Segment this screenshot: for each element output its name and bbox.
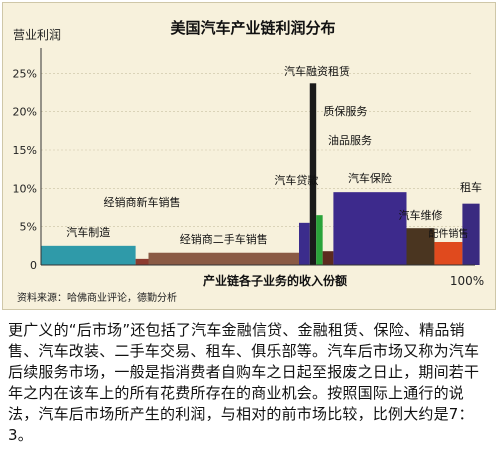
bar-label: 质保服务 — [323, 104, 367, 118]
y-tick-label: 0 — [30, 259, 37, 272]
chart-panel: 美国汽车产业链利润分布 营业利润 0 5% 10% 15% 20% 25% 汽车制造 经销商… — [2, 2, 496, 310]
x-axis-end-label: 100% — [450, 274, 484, 288]
chart-title: 美国汽车产业链利润分布 — [170, 19, 335, 37]
y-axis-label: 营业利润 — [13, 28, 61, 42]
bar — [135, 258, 149, 265]
bar-label: 汽车保险 — [348, 171, 392, 185]
bar-label: 油品服务 — [328, 133, 372, 147]
x-axis-label: 产业链各子业务的收入份额 — [203, 273, 347, 288]
bar-label: 汽车维修 — [398, 208, 442, 222]
bar — [333, 192, 407, 265]
bar-label: 汽车制造 — [66, 225, 110, 239]
bar-label: 配件销售 — [428, 227, 468, 240]
y-tick-label: 20% — [13, 106, 37, 119]
bar — [316, 215, 323, 265]
y-tick-label: 25% — [13, 67, 37, 80]
y-tick-label: 15% — [13, 144, 37, 157]
bar — [406, 228, 435, 265]
body-paragraph: 更广义的“后市场”还包括了汽车金融信贷、金融租赁、保险、精品销售、汽车改装、二手… — [8, 321, 480, 444]
bar-label: 经销商新车销售 — [104, 195, 181, 209]
bar — [148, 252, 299, 265]
source-note: 资料来源：哈佛商业评论，德勤分析 — [17, 291, 177, 304]
profit-chart: 美国汽车产业链利润分布 营业利润 05%10%15%20%25% 汽车制造经销商… — [13, 19, 485, 304]
bar-label: 经销商二手车销售 — [180, 232, 268, 246]
bar — [322, 251, 334, 265]
bar — [434, 242, 463, 265]
y-tick-label: 10% — [13, 182, 37, 195]
bar — [462, 203, 480, 265]
bar — [41, 245, 136, 265]
bar — [309, 83, 317, 265]
bar-label: 汽车贷款 — [274, 173, 318, 187]
bar-label: 汽车融资租赁 — [284, 64, 350, 78]
bar-label: 租车 — [460, 180, 482, 194]
bar — [299, 222, 310, 265]
y-tick-label: 5% — [20, 221, 37, 234]
